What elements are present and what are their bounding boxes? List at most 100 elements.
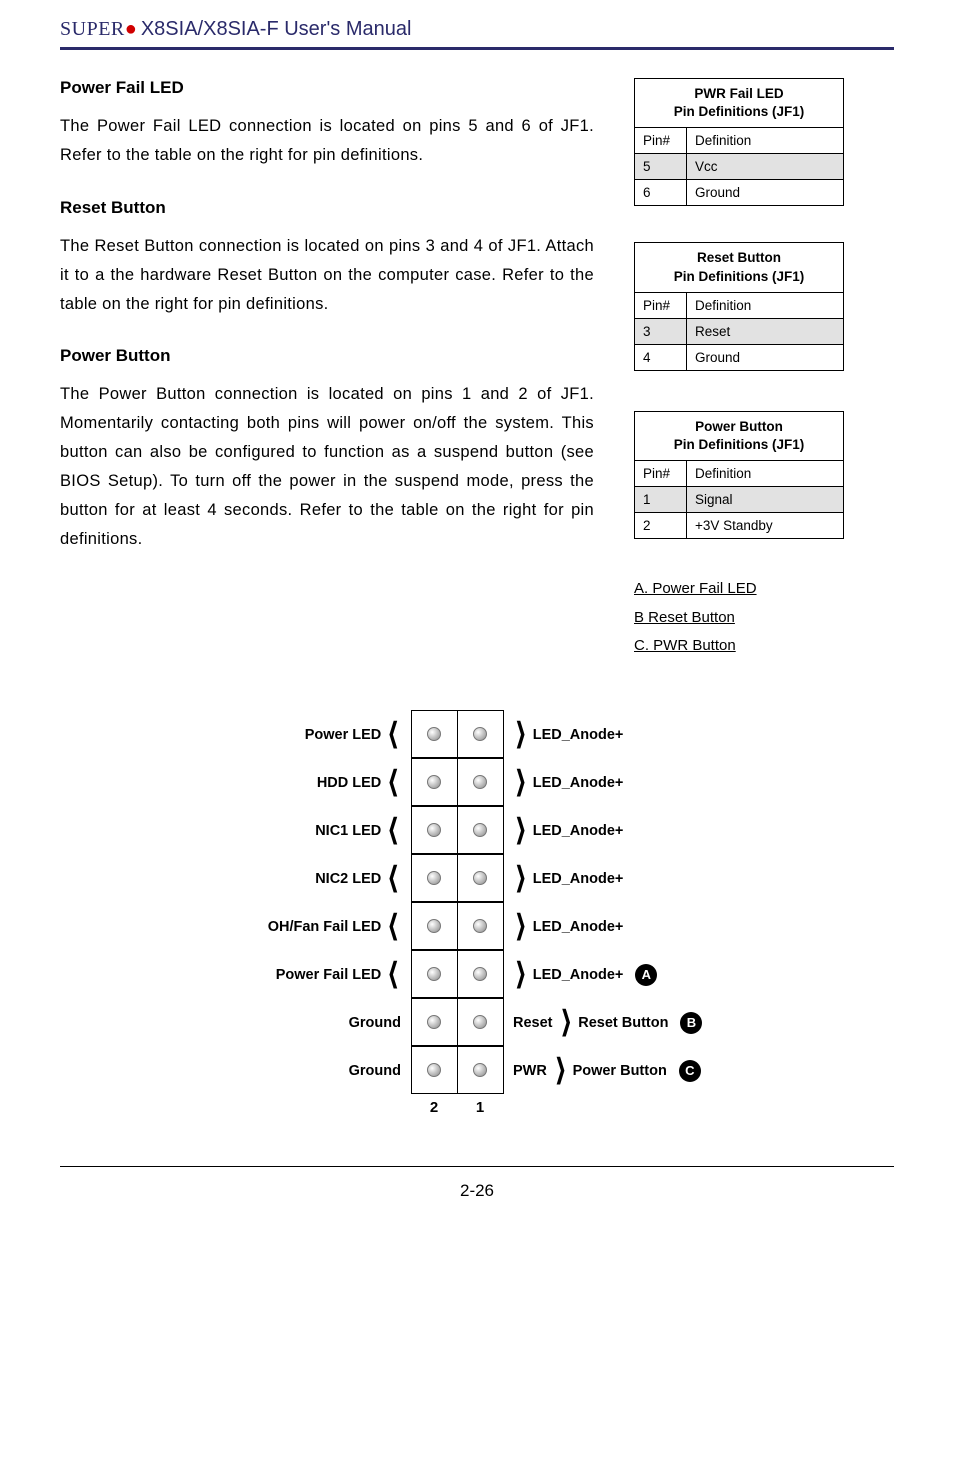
section-title-power-fail-led: Power Fail LED xyxy=(60,78,594,98)
pin-dot-icon xyxy=(473,967,487,981)
table-col-header-def: Definition xyxy=(687,461,844,487)
diagram-left-label: NIC2 LED⟨ xyxy=(221,855,411,903)
diagram-left-label: Ground xyxy=(221,1047,411,1095)
pin-dot-icon xyxy=(427,1063,441,1077)
diagram-pin-cell xyxy=(411,758,458,806)
section-title-power-button: Power Button xyxy=(60,346,594,366)
bracket-icon: ⟩ xyxy=(515,813,527,848)
diagram-left-label: Ground xyxy=(221,999,411,1047)
diagram-right-label: PWR⟩Power ButtonC xyxy=(503,1047,733,1095)
table-header-line1: PWR Fail LED xyxy=(694,86,783,101)
diagram-left-text: Power LED xyxy=(305,727,382,743)
pin-dot-icon xyxy=(427,727,441,741)
diagram-pin-cell xyxy=(457,998,504,1046)
diagram-left-text: HDD LED xyxy=(317,775,381,791)
diagram-col-num-1: 1 xyxy=(457,1095,503,1116)
table-row: 2 +3V Standby xyxy=(635,513,844,539)
diagram-right-label: ⟩LED_Anode+ xyxy=(503,903,733,951)
table-header: Reset Button Pin Definitions (JF1) xyxy=(635,243,844,292)
diagram-pwr-text: PWR xyxy=(513,1063,547,1079)
link-list: A. Power Fail LED B Reset Button C. PWR … xyxy=(634,575,894,661)
pin-dot-icon xyxy=(427,871,441,885)
table-header: PWR Fail LED Pin Definitions (JF1) xyxy=(635,79,844,128)
diagram-pin-cell xyxy=(411,806,458,854)
reset-button-table: Reset Button Pin Definitions (JF1) Pin# … xyxy=(634,242,844,370)
diagram-pin-cell xyxy=(411,998,458,1046)
table-header-line1: Power Button xyxy=(695,419,783,434)
pin-dot-icon xyxy=(473,919,487,933)
page-number: 2-26 xyxy=(60,1167,894,1201)
bracket-icon: ⟩ xyxy=(515,957,527,992)
table-col-header-pin: Pin# xyxy=(635,128,687,154)
link-pwr-button[interactable]: C. PWR Button xyxy=(634,632,894,661)
pwr-fail-led-table: PWR Fail LED Pin Definitions (JF1) Pin# … xyxy=(634,78,844,206)
table-row: 3 Reset xyxy=(635,318,844,344)
diagram-pin-cell xyxy=(411,950,458,998)
diagram-left-text: Power Fail LED xyxy=(276,967,382,983)
diagram-right-label: ⟩LED_Anode+ xyxy=(503,855,733,903)
brand-name: SUPER xyxy=(60,18,125,41)
table-cell-pin: 6 xyxy=(635,180,687,206)
table-header-line2: Pin Definitions (JF1) xyxy=(674,104,805,119)
manual-title: X8SIA/X8SIA-F User's Manual xyxy=(141,18,412,41)
table-row: Pin# Definition xyxy=(635,461,844,487)
diagram-badge: A xyxy=(635,964,657,986)
bracket-icon: ⟨ xyxy=(387,717,399,752)
diagram-reset-text: Reset xyxy=(513,1015,553,1031)
pin-dot-icon xyxy=(427,775,441,789)
table-row: 5 Vcc xyxy=(635,154,844,180)
diagram-pin-cell xyxy=(457,902,504,950)
diagram-right-text: Power Button xyxy=(573,1063,667,1079)
diagram-right-text: LED_Anode+ xyxy=(533,727,624,743)
pin-dot-icon xyxy=(473,775,487,789)
section-body-power-fail-led: The Power Fail LED connection is located… xyxy=(60,112,594,170)
bracket-icon: ⟨ xyxy=(387,813,399,848)
pin-dot-icon xyxy=(473,1063,487,1077)
section-title-reset-button: Reset Button xyxy=(60,198,594,218)
table-cell-pin: 1 xyxy=(635,487,687,513)
header-bar: SUPER ● X8SIA/X8SIA-F User's Manual xyxy=(60,0,894,50)
diagram-pin-cell xyxy=(411,902,458,950)
bracket-icon: ⟩ xyxy=(515,765,527,800)
link-reset-button[interactable]: B Reset Button xyxy=(634,604,894,633)
diagram-pin-cell xyxy=(457,854,504,902)
pin-dot-icon xyxy=(427,1015,441,1029)
pin-dot-icon xyxy=(473,823,487,837)
diagram-pin-cell xyxy=(411,710,458,758)
pin-dot-icon xyxy=(473,727,487,741)
diagram-left-text: NIC2 LED xyxy=(315,871,381,887)
diagram-right-text: LED_Anode+ xyxy=(533,967,624,983)
bracket-icon: ⟨ xyxy=(387,765,399,800)
table-cell-pin: 2 xyxy=(635,513,687,539)
bracket-icon: ⟩ xyxy=(515,717,527,752)
diagram-right-label: ⟩ LED_Anode+ xyxy=(503,711,733,759)
pin-dot-icon xyxy=(427,823,441,837)
diagram-badge: B xyxy=(680,1012,702,1034)
bracket-icon: ⟩ xyxy=(515,861,527,896)
bracket-icon: ⟩ xyxy=(561,1005,573,1040)
diagram-left-label: Power LED ⟨ xyxy=(221,711,411,759)
left-column: Power Fail LED The Power Fail LED connec… xyxy=(60,78,594,661)
table-col-header-def: Definition xyxy=(687,292,844,318)
diagram-left-label: Power Fail LED⟨ xyxy=(221,951,411,999)
diagram-left-label: OH/Fan Fail LED ⟨ xyxy=(221,903,411,951)
bracket-icon: ⟩ xyxy=(515,909,527,944)
link-power-fail-led[interactable]: A. Power Fail LED xyxy=(634,575,894,604)
diagram-right-text: Reset Button xyxy=(578,1015,668,1031)
diagram-left-text: OH/Fan Fail LED xyxy=(268,919,382,935)
section-body-reset-button: The Reset Button connection is located o… xyxy=(60,232,594,319)
table-cell-pin: 3 xyxy=(635,318,687,344)
diagram-right-label: Reset ⟩ Reset Button B xyxy=(503,999,733,1047)
pin-dot-icon xyxy=(473,871,487,885)
table-row: Pin# Definition xyxy=(635,292,844,318)
diagram-left-label: NIC1 LED⟨ xyxy=(221,807,411,855)
diagram-pin-cell xyxy=(457,758,504,806)
power-button-table: Power Button Pin Definitions (JF1) Pin# … xyxy=(634,411,844,539)
table-cell-pin: 4 xyxy=(635,344,687,370)
diagram-pin-cell xyxy=(457,710,504,758)
table-cell-def: Ground xyxy=(687,344,844,370)
diagram-right-label: ⟩ LED_Anode+ xyxy=(503,759,733,807)
diagram-right-text: LED_Anode+ xyxy=(533,775,624,791)
diagram-right-label: ⟩ LED_Anode+ A xyxy=(503,951,733,999)
bracket-icon: ⟨ xyxy=(387,909,399,944)
